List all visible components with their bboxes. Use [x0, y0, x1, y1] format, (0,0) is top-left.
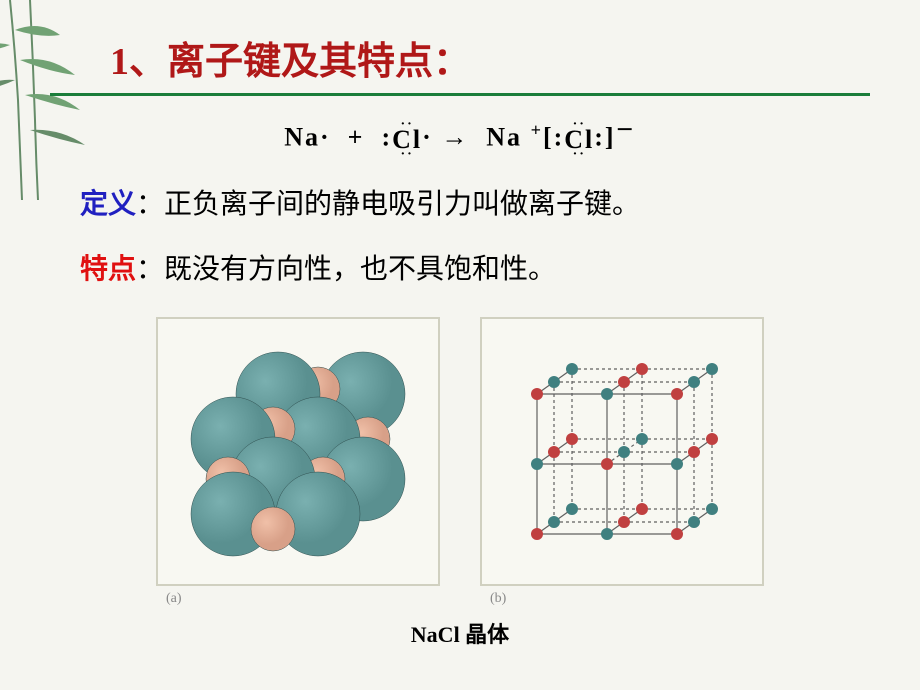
sphere-model — [173, 334, 423, 564]
feature-label: 特点 — [80, 254, 136, 285]
feature-line: 特点：既没有方向性，也不具饱和性。 — [50, 247, 870, 287]
slide-title: 1、离子键及其特点： — [50, 30, 870, 85]
title-underline — [50, 93, 870, 96]
definition-text: ：正负离子间的静电吸引力叫做离子键。 — [136, 189, 640, 220]
definition-label: 定义 — [80, 189, 136, 220]
lattice-model-box — [480, 317, 764, 586]
sphere-model-wrapper: (a) — [156, 317, 440, 607]
lattice-model-wrapper: (b) — [480, 317, 764, 607]
chemical-equation: Na· + :··Cl··· → Na +[:··Cl··:]－ — [50, 116, 870, 157]
definition-line: 定义：正负离子间的静电吸引力叫做离子键。 — [50, 182, 870, 222]
label-a: (a) — [156, 591, 440, 607]
lattice-model — [497, 334, 747, 564]
label-b: (b) — [480, 591, 764, 607]
diagram-caption: NaCl 晶体 — [50, 617, 870, 649]
diagram-container: (a) (b) — [50, 317, 870, 607]
feature-text: ：既没有方向性，也不具饱和性。 — [136, 254, 556, 285]
slide-content: 1、离子键及其特点： Na· + :··Cl··· → Na +[:··Cl··… — [0, 0, 920, 679]
sphere-model-box — [156, 317, 440, 586]
